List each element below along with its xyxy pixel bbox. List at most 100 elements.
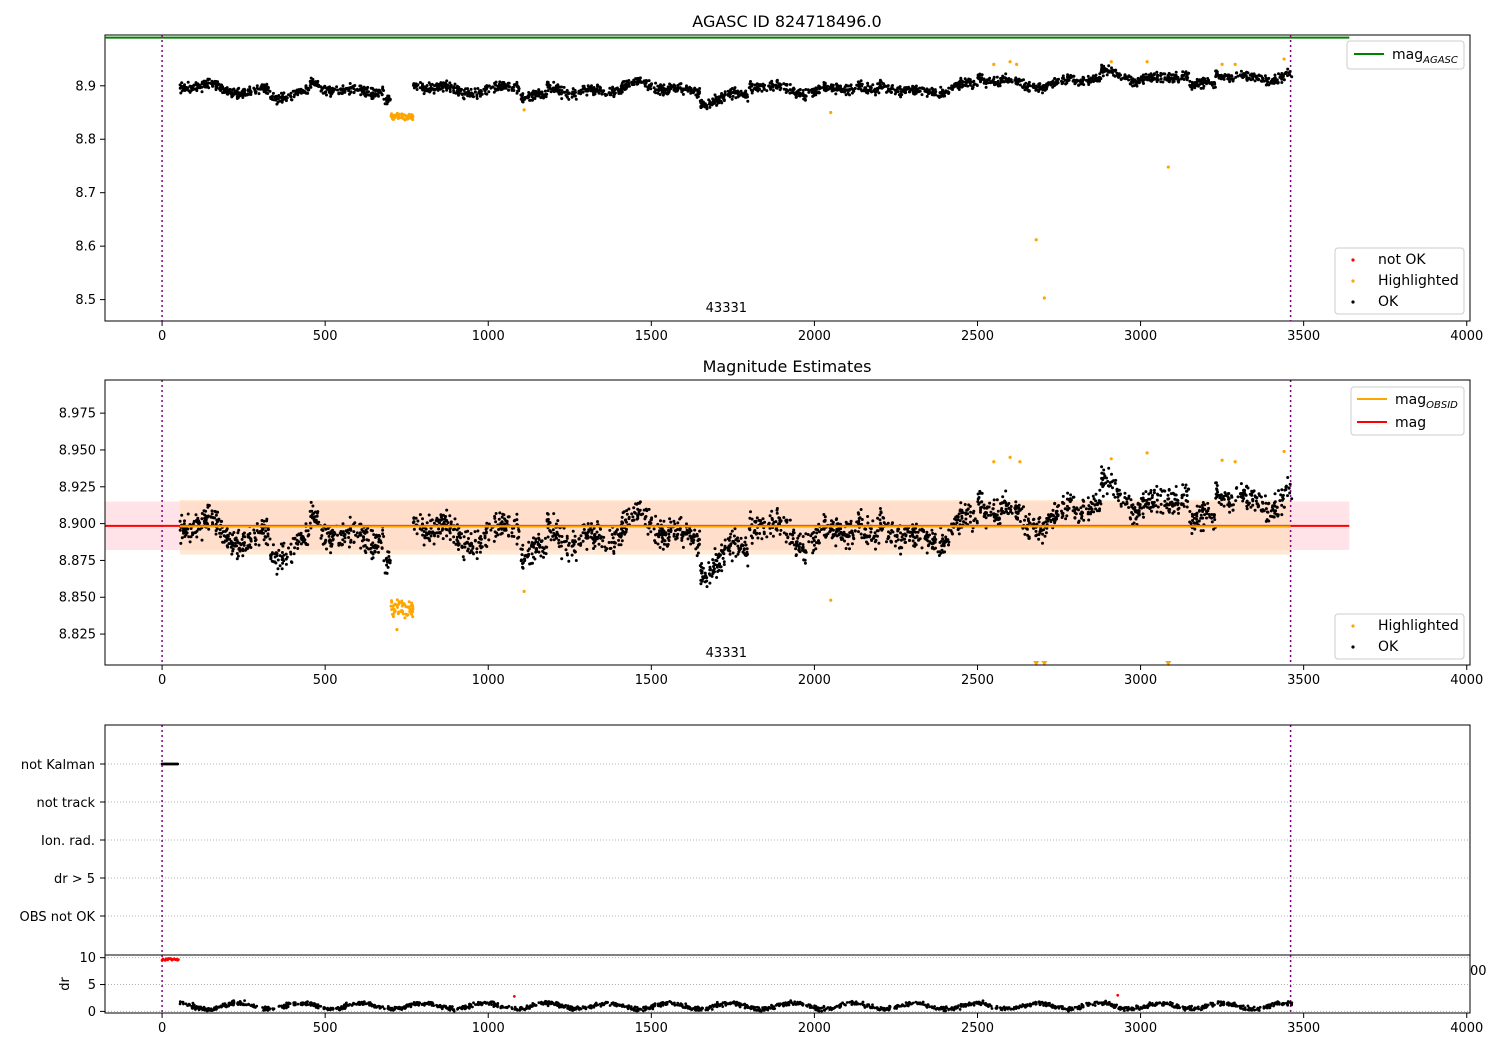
ok-point	[600, 535, 604, 539]
ok-point	[473, 538, 477, 542]
ok-point	[585, 93, 589, 97]
ok-point	[833, 532, 837, 536]
ok-point	[1185, 489, 1188, 493]
ok-point	[624, 82, 628, 86]
ok-point	[573, 550, 577, 554]
ok-point	[619, 88, 623, 92]
ok-point	[528, 562, 532, 566]
ok-point	[381, 532, 385, 536]
ok-point	[714, 553, 718, 556]
ok-point	[1265, 83, 1269, 87]
top-obsid-label: 43331	[706, 301, 747, 316]
ok-point	[744, 92, 748, 96]
ok-point	[369, 550, 373, 554]
ok-point	[914, 91, 918, 95]
ok-point	[552, 532, 556, 535]
ok-point	[432, 91, 436, 95]
ok-point	[1242, 490, 1246, 494]
ok-point	[1280, 77, 1284, 81]
ok-point	[385, 560, 389, 564]
ok-point	[1155, 510, 1159, 514]
ok-point	[1015, 78, 1019, 82]
ok-point	[914, 543, 918, 547]
ok-point	[475, 97, 479, 100]
ok-point	[178, 519, 182, 523]
ok-point	[807, 540, 811, 544]
ok-point	[1087, 504, 1091, 508]
highlighted-point	[411, 607, 415, 611]
ok-point	[1041, 522, 1045, 526]
ok-point	[739, 547, 743, 550]
ok-point	[1210, 516, 1214, 520]
ok-point	[1086, 74, 1090, 78]
ok-point	[1200, 503, 1204, 507]
x-tick-label: 2500	[961, 329, 994, 344]
ok-point	[1210, 520, 1214, 524]
ok-point	[1263, 494, 1267, 498]
ok-point	[1197, 79, 1201, 83]
ok-point	[487, 90, 491, 94]
ok-point	[1041, 532, 1045, 536]
ok-point	[1053, 501, 1057, 505]
ok-point	[290, 561, 294, 564]
ok-point	[412, 86, 416, 90]
ok-point	[445, 508, 449, 512]
ok-point	[911, 90, 915, 94]
ok-point	[448, 529, 452, 533]
ok-point	[1223, 491, 1227, 495]
ok-point	[1280, 81, 1284, 84]
ok-point	[722, 93, 726, 97]
ok-point	[688, 534, 692, 538]
ok-point	[1127, 506, 1131, 509]
ok-point	[329, 92, 333, 96]
ok-point	[210, 512, 214, 516]
ok-point	[442, 520, 446, 524]
ok-point	[698, 529, 702, 533]
ok-point	[707, 572, 711, 576]
ok-point	[416, 83, 420, 87]
ok-point	[1133, 506, 1137, 509]
ok-point	[219, 535, 222, 539]
ok-point	[1167, 71, 1171, 75]
ok-point	[448, 538, 452, 542]
highlighted-point	[395, 111, 399, 115]
highlighted-point	[407, 114, 411, 118]
ok-point	[1253, 79, 1257, 83]
ok-point	[254, 542, 258, 546]
ok-point	[912, 544, 916, 548]
ok-point	[515, 542, 519, 546]
ok-point	[180, 84, 183, 88]
x-tick-label: 3000	[1124, 329, 1157, 344]
ok-point	[855, 83, 859, 87]
ok-point	[658, 546, 662, 549]
ok-point	[344, 86, 348, 90]
ok-point	[284, 99, 288, 103]
ok-point	[273, 555, 277, 559]
ok-point	[779, 519, 783, 523]
ok-point	[605, 93, 609, 97]
ok-point	[984, 85, 988, 89]
ok-point	[563, 90, 567, 94]
ok-point	[768, 514, 772, 518]
ok-point	[1280, 488, 1284, 492]
ok-point	[788, 518, 792, 522]
ok-point	[720, 543, 724, 547]
ok-point	[586, 84, 590, 88]
ok-point	[1234, 75, 1238, 79]
ok-point	[552, 538, 556, 542]
ok-point	[200, 538, 204, 542]
ok-point	[466, 94, 470, 98]
ok-point	[868, 88, 872, 92]
ok-point	[186, 80, 190, 84]
ok-point	[1107, 466, 1111, 470]
ok-point	[607, 91, 611, 95]
ok-point	[760, 89, 764, 93]
highlighted-point	[992, 62, 996, 67]
ok-point	[836, 522, 840, 526]
ok-point	[235, 552, 239, 555]
ok-point	[692, 88, 696, 92]
ok-point	[433, 87, 437, 91]
ok-point	[519, 93, 523, 97]
ok-point	[1038, 516, 1042, 520]
